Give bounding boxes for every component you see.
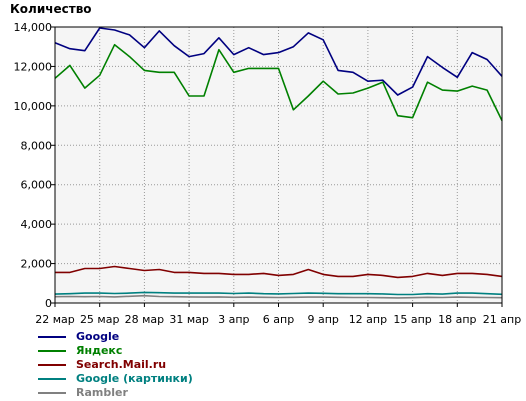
legend-label-rambler: Rambler bbox=[76, 386, 128, 399]
y-tick-label: 6,000 bbox=[21, 179, 53, 192]
x-tick-label: 22 мар bbox=[35, 313, 75, 326]
x-tick-label: 28 мар bbox=[125, 313, 165, 326]
legend-label-google: Google bbox=[76, 330, 120, 343]
y-tick-label: 10,000 bbox=[14, 100, 53, 113]
legend-swatch-rambler bbox=[38, 392, 66, 394]
plot-border bbox=[54, 26, 503, 304]
y-axis: 0 2,000 4,000 6,000 8,000 10,000 12,000 14,000 bbox=[14, 21, 55, 310]
x-tick-label: 21 апр bbox=[483, 313, 521, 326]
legend-swatch-search-mail bbox=[38, 364, 66, 366]
y-tick-label: 12,000 bbox=[14, 60, 53, 73]
legend-label-yandex: Яндекс bbox=[76, 344, 123, 357]
legend-swatch-google bbox=[38, 336, 66, 338]
x-tick-label: 9 апр bbox=[307, 313, 338, 326]
y-tick-label: 0 bbox=[45, 297, 52, 310]
legend-swatch-google-images bbox=[38, 378, 66, 380]
y-axis-title: Количество bbox=[10, 2, 92, 16]
x-tick-label: 18 апр bbox=[438, 313, 476, 326]
x-tick-label: 15 апр bbox=[393, 313, 431, 326]
y-tick-label: 8,000 bbox=[21, 139, 53, 152]
series-line-0 bbox=[54, 27, 503, 96]
x-tick-label: 31 мар bbox=[169, 313, 209, 326]
y-tick-label: 4,000 bbox=[21, 218, 53, 231]
series-line-4 bbox=[54, 294, 503, 299]
x-tick-label: 3 апр bbox=[218, 313, 249, 326]
legend-swatch-yandex bbox=[38, 350, 66, 352]
legend-label-search-mail: Search.Mail.ru bbox=[76, 358, 167, 371]
series-line-1 bbox=[54, 43, 503, 121]
x-tick-label: 12 апр bbox=[349, 313, 387, 326]
y-tick-label: 14,000 bbox=[14, 21, 53, 34]
x-tick-label: 25 мар bbox=[80, 313, 120, 326]
y-tick-label: 2,000 bbox=[21, 258, 53, 271]
grid bbox=[55, 27, 502, 303]
x-axis: 22 мар 25 мар 28 мар 31 мар 3 апр 6 апр 9 апр 1… bbox=[35, 303, 521, 326]
x-tick-label: 6 апр bbox=[263, 313, 294, 326]
series-lines bbox=[54, 27, 503, 299]
legend-label-google-images: Google (картинки) bbox=[76, 372, 193, 385]
series-line-3 bbox=[54, 291, 503, 296]
series-line-2 bbox=[55, 265, 503, 279]
